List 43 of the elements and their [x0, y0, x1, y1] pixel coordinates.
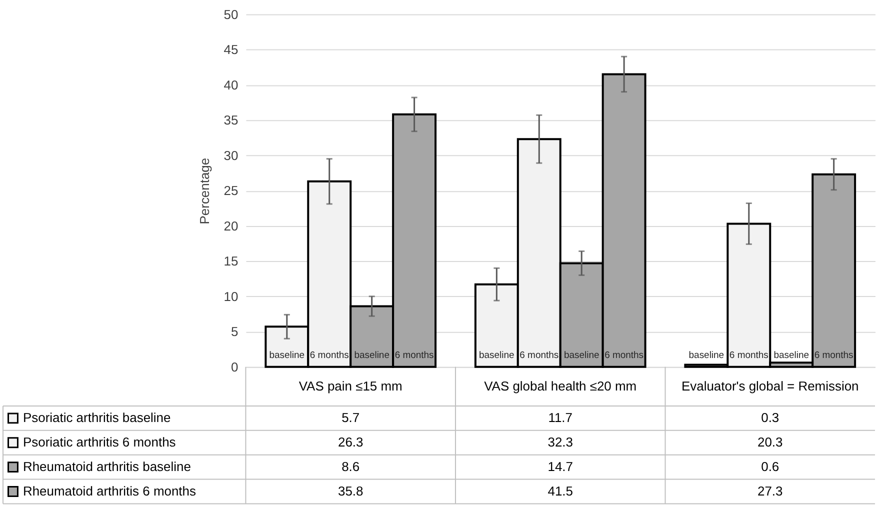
y-tick-label: 15 — [224, 254, 238, 269]
data-label: 11.7 — [548, 410, 573, 426]
annotation: baseline — [774, 350, 809, 361]
y-tick-label: 35 — [224, 112, 238, 128]
annotation: baseline — [564, 350, 600, 361]
y-tick-label: 25 — [224, 183, 238, 198]
annotation: baseline — [269, 350, 305, 361]
data-label: 0.3 — [761, 410, 780, 426]
data-label: 5.7 — [342, 410, 360, 426]
y-tick-label: 40 — [224, 77, 238, 92]
annotation: 6 months — [310, 350, 350, 361]
y-axis-title: Percentage — [196, 158, 212, 224]
y-tick-label: 30 — [224, 148, 238, 163]
y-tick-label: 10 — [224, 288, 238, 304]
data-label: 27.3 — [758, 483, 783, 498]
annotation: 6 months — [814, 350, 854, 361]
annotation: baseline — [479, 350, 514, 361]
x-tick-label: VAS pain ≤15 mm — [298, 378, 402, 394]
data-label: 35.8 — [338, 483, 364, 498]
y-tick-label: 0 — [231, 359, 238, 374]
x-tick-label: VAS global health ≤20 mm — [484, 378, 637, 394]
y-tick-label: 45 — [224, 42, 238, 58]
data-label: 0.6 — [761, 459, 780, 474]
data-label: 14.7 — [548, 459, 573, 474]
data-label: 20.3 — [758, 434, 783, 450]
data-label: 41.5 — [548, 483, 573, 498]
annotation: baseline — [688, 350, 724, 361]
data-label: 8.6 — [342, 459, 360, 474]
legend-label: Rheumatoid arthritis 6 months — [22, 483, 196, 498]
legend-label: Psoriatic arthritis 6 months — [22, 434, 176, 450]
legend-label: Psoriatic arthritis baseline — [22, 410, 171, 426]
x-tick-label: Evaluator's global = Remission — [681, 378, 859, 394]
y-tick-label: 20 — [224, 218, 238, 234]
annotation: baseline — [354, 350, 390, 361]
annotation: 6 months — [729, 350, 769, 361]
y-tick-label: 50 — [224, 6, 238, 22]
data-label: 32.3 — [548, 434, 573, 450]
annotation: 6 months — [394, 350, 434, 361]
annotation: 6 months — [520, 350, 559, 361]
data-label: 26.3 — [338, 434, 364, 450]
y-tick-label: 5 — [231, 324, 238, 340]
legend-label: Rheumatoid arthritis baseline — [22, 459, 191, 474]
annotation: 6 months — [604, 350, 644, 361]
